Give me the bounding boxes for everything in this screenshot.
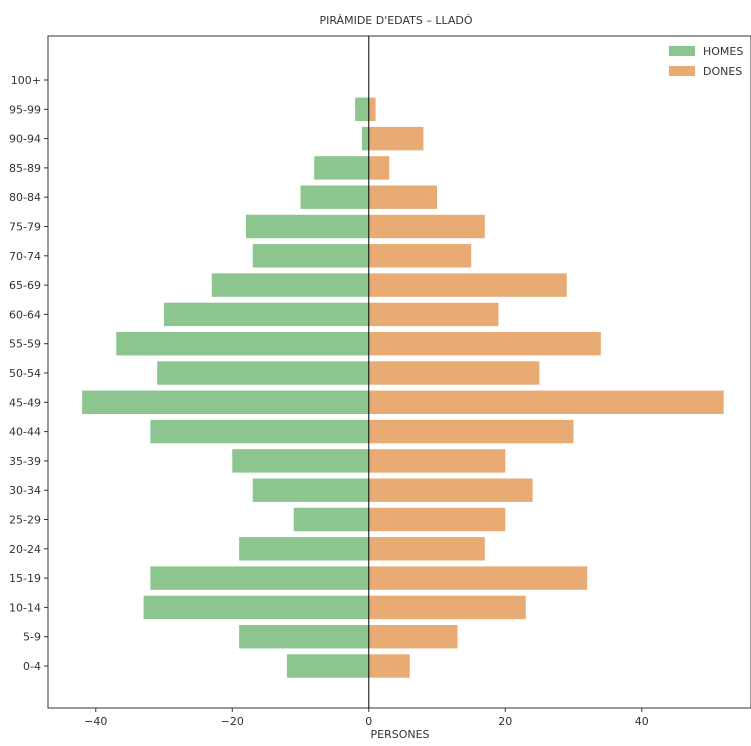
y-tick-label: 60-64 <box>9 308 41 321</box>
y-tick-label: 0-4 <box>23 660 41 673</box>
x-axis-ticks: −40 −20 0 20 40 <box>84 708 649 728</box>
legend-swatch-dones <box>669 66 695 76</box>
bar-dones-5-9 <box>368 624 458 649</box>
bar-homes-5-9 <box>239 624 369 649</box>
y-axis-ticks: 0-4 5-9 10-14 15-19 20-24 25-29 30-34 35-39 40-4… <box>9 74 48 673</box>
y-tick-label: 100+ <box>11 74 41 87</box>
bar-homes-25-29 <box>293 507 369 532</box>
y-tick-label: 55-59 <box>9 338 41 351</box>
bar-dones-30-34 <box>368 478 533 502</box>
bar-homes-65-69 <box>211 273 369 297</box>
bar-dones-45-49 <box>368 390 724 415</box>
bar-dones-75-79 <box>368 214 485 239</box>
y-tick-label: 70-74 <box>9 250 41 263</box>
bar-homes-15-19 <box>150 566 369 590</box>
bar-dones-80-84 <box>368 185 438 209</box>
x-tick-label: −40 <box>84 715 107 728</box>
y-tick-label: 65-69 <box>9 279 41 292</box>
bar-homes-75-79 <box>245 214 369 239</box>
x-tick-label: 20 <box>498 715 512 728</box>
bar-homes-0-4 <box>286 654 369 678</box>
bar-dones-60-64 <box>368 302 499 327</box>
y-tick-label: 85-89 <box>9 162 41 175</box>
bar-dones-70-74 <box>368 244 472 268</box>
y-tick-label: 35-39 <box>9 455 41 468</box>
bars-layer <box>82 97 724 678</box>
legend-label-dones: DONES <box>703 65 742 78</box>
bar-dones-35-39 <box>368 449 506 473</box>
bar-dones-90-94 <box>368 126 424 151</box>
bar-homes-40-44 <box>150 419 369 444</box>
bar-homes-70-74 <box>252 244 369 268</box>
bar-dones-20-24 <box>368 537 485 561</box>
y-tick-label: 25-29 <box>9 514 41 527</box>
bar-homes-45-49 <box>82 390 369 415</box>
y-tick-label: 90-94 <box>9 133 41 146</box>
chart-title: PIRÀMIDE D'EDATS – LLADÓ <box>319 14 472 27</box>
bar-homes-50-54 <box>157 361 369 385</box>
x-tick-label: 40 <box>635 715 649 728</box>
y-tick-label: 75-79 <box>9 221 41 234</box>
bar-homes-90-94 <box>361 126 369 151</box>
bar-homes-35-39 <box>232 449 369 473</box>
bar-dones-55-59 <box>368 331 601 356</box>
bar-homes-95-99 <box>355 97 369 122</box>
bar-homes-30-34 <box>252 478 369 502</box>
bar-dones-65-69 <box>368 273 567 297</box>
bar-homes-85-89 <box>314 156 369 180</box>
bar-homes-55-59 <box>116 331 369 356</box>
y-tick-label: 45-49 <box>9 396 41 409</box>
bar-dones-25-29 <box>368 507 506 532</box>
legend-label-homes: HOMES <box>703 45 743 58</box>
bar-dones-15-19 <box>368 566 588 590</box>
bar-dones-10-14 <box>368 595 526 620</box>
bar-homes-80-84 <box>300 185 369 209</box>
y-tick-label: 5-9 <box>23 631 41 644</box>
bar-homes-60-64 <box>164 302 369 327</box>
bar-dones-85-89 <box>368 156 390 180</box>
y-tick-label: 80-84 <box>9 191 41 204</box>
legend: HOMES DONES <box>669 45 743 78</box>
bar-dones-40-44 <box>368 419 574 444</box>
y-tick-label: 95-99 <box>9 103 41 116</box>
y-tick-label: 15-19 <box>9 572 41 585</box>
bar-dones-95-99 <box>368 97 376 122</box>
y-tick-label: 20-24 <box>9 543 41 556</box>
y-tick-label: 30-34 <box>9 484 41 497</box>
bar-dones-50-54 <box>368 361 540 385</box>
y-tick-label: 50-54 <box>9 367 41 380</box>
x-tick-label: −20 <box>221 715 244 728</box>
bar-dones-0-4 <box>368 654 410 678</box>
legend-swatch-homes <box>669 46 695 56</box>
bar-homes-10-14 <box>143 595 369 620</box>
plot-frame <box>47 35 751 709</box>
x-tick-label: 0 <box>365 715 372 728</box>
y-tick-label: 40-44 <box>9 426 41 439</box>
x-axis-title: PERSONES <box>370 728 429 741</box>
y-tick-label: 10-14 <box>9 601 41 614</box>
bar-homes-20-24 <box>239 537 369 561</box>
